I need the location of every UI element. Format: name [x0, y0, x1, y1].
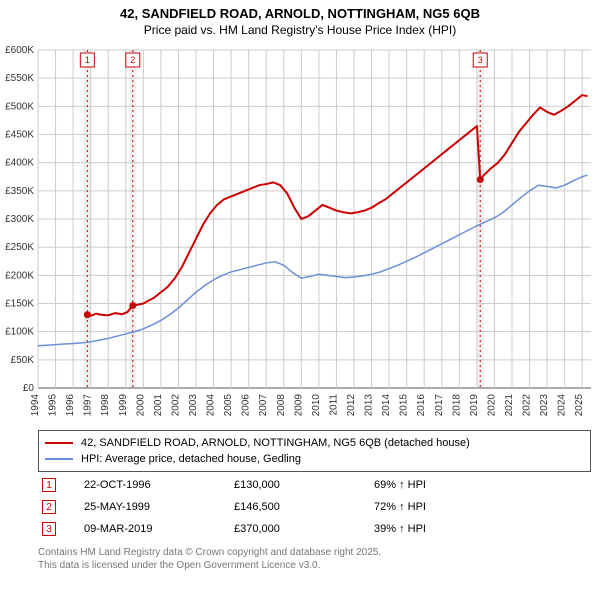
svg-text:2023: 2023	[539, 394, 550, 417]
legend-row: 42, SANDFIELD ROAD, ARNOLD, NOTTINGHAM, …	[45, 435, 584, 451]
svg-text:2010: 2010	[311, 394, 322, 417]
sale-date: 22-OCT-1996	[84, 479, 234, 491]
svg-text:2024: 2024	[557, 394, 568, 417]
legend-swatch	[45, 458, 73, 460]
svg-text:2018: 2018	[451, 394, 462, 417]
svg-text:2022: 2022	[522, 394, 533, 417]
sale-row: 2 25-MAY-1999 £146,500 72% ↑ HPI	[38, 496, 591, 518]
svg-text:1995: 1995	[48, 394, 59, 417]
sale-price: £370,000	[234, 523, 374, 535]
svg-text:£600K: £600K	[5, 45, 34, 56]
title-subtitle: Price paid vs. HM Land Registry's House …	[0, 23, 600, 37]
svg-text:2019: 2019	[469, 394, 480, 417]
svg-text:£550K: £550K	[5, 73, 34, 84]
chart-plot: £0£50K£100K£150K£200K£250K£300K£350K£400…	[38, 44, 591, 422]
footer-line1: Contains HM Land Registry data © Crown c…	[38, 546, 591, 559]
svg-text:£300K: £300K	[5, 214, 34, 225]
sale-badge: 3	[42, 522, 56, 536]
svg-text:1999: 1999	[118, 394, 129, 417]
svg-text:£500K: £500K	[5, 101, 34, 112]
svg-text:1: 1	[85, 55, 90, 65]
svg-text:2013: 2013	[364, 394, 375, 417]
footer-note: Contains HM Land Registry data © Crown c…	[38, 546, 591, 572]
svg-text:£200K: £200K	[5, 270, 34, 281]
sale-badge: 2	[42, 500, 56, 514]
svg-text:2004: 2004	[206, 394, 217, 417]
svg-text:2008: 2008	[276, 394, 287, 417]
svg-text:£0: £0	[23, 383, 35, 394]
sale-badge: 1	[42, 478, 56, 492]
sale-row: 1 22-OCT-1996 £130,000 69% ↑ HPI	[38, 474, 591, 496]
sale-row: 3 09-MAR-2019 £370,000 39% ↑ HPI	[38, 518, 591, 540]
svg-text:£100K: £100K	[5, 327, 34, 338]
title-block: 42, SANDFIELD ROAD, ARNOLD, NOTTINGHAM, …	[0, 0, 600, 39]
svg-text:2002: 2002	[170, 394, 181, 417]
sale-price: £146,500	[234, 501, 374, 513]
svg-text:£50K: £50K	[11, 355, 35, 366]
svg-text:2011: 2011	[328, 394, 339, 416]
legend-row: HPI: Average price, detached house, Gedl…	[45, 451, 584, 467]
svg-text:£250K: £250K	[5, 242, 34, 253]
svg-text:2005: 2005	[223, 394, 234, 417]
svg-text:2021: 2021	[504, 394, 515, 417]
legend-swatch	[45, 442, 73, 444]
svg-text:2003: 2003	[188, 394, 199, 417]
legend-box: 42, SANDFIELD ROAD, ARNOLD, NOTTINGHAM, …	[38, 430, 591, 472]
legend-label: HPI: Average price, detached house, Gedl…	[81, 453, 301, 465]
svg-text:£150K: £150K	[5, 299, 34, 310]
title-address: 42, SANDFIELD ROAD, ARNOLD, NOTTINGHAM, …	[0, 6, 600, 21]
sale-date: 25-MAY-1999	[84, 501, 234, 513]
svg-text:1998: 1998	[100, 394, 111, 417]
legend-label: 42, SANDFIELD ROAD, ARNOLD, NOTTINGHAM, …	[81, 437, 470, 449]
svg-text:2000: 2000	[135, 394, 146, 417]
chart-svg: £0£50K£100K£150K£200K£250K£300K£350K£400…	[38, 44, 591, 422]
svg-text:2020: 2020	[486, 394, 497, 417]
svg-text:2009: 2009	[293, 394, 304, 417]
svg-text:£450K: £450K	[5, 130, 34, 141]
sale-date: 09-MAR-2019	[84, 523, 234, 535]
sale-pct: 69% ↑ HPI	[374, 479, 514, 491]
svg-text:2006: 2006	[241, 394, 252, 417]
svg-text:2: 2	[130, 55, 135, 65]
svg-text:1997: 1997	[83, 394, 94, 417]
svg-text:2016: 2016	[416, 394, 427, 417]
chart-container: 42, SANDFIELD ROAD, ARNOLD, NOTTINGHAM, …	[0, 0, 600, 590]
sale-badge-num: 1	[46, 480, 52, 491]
sale-price: £130,000	[234, 479, 374, 491]
footer-line2: This data is licensed under the Open Gov…	[38, 559, 591, 572]
sale-pct: 72% ↑ HPI	[374, 501, 514, 513]
svg-text:£400K: £400K	[5, 158, 34, 169]
svg-text:2001: 2001	[153, 394, 164, 417]
svg-text:2015: 2015	[399, 394, 410, 417]
svg-text:2014: 2014	[381, 394, 392, 417]
svg-text:£350K: £350K	[5, 186, 34, 197]
sale-badge-num: 2	[46, 502, 52, 513]
svg-text:3: 3	[478, 55, 483, 65]
svg-text:2012: 2012	[346, 394, 357, 417]
svg-text:1994: 1994	[30, 394, 41, 417]
svg-text:2017: 2017	[434, 394, 445, 417]
sale-badge-num: 3	[46, 524, 52, 535]
sale-table: 1 22-OCT-1996 £130,000 69% ↑ HPI 2 25-MA…	[38, 474, 591, 540]
svg-text:2007: 2007	[258, 394, 269, 417]
svg-text:1996: 1996	[65, 394, 76, 417]
svg-text:2025: 2025	[574, 394, 585, 417]
sale-pct: 39% ↑ HPI	[374, 523, 514, 535]
